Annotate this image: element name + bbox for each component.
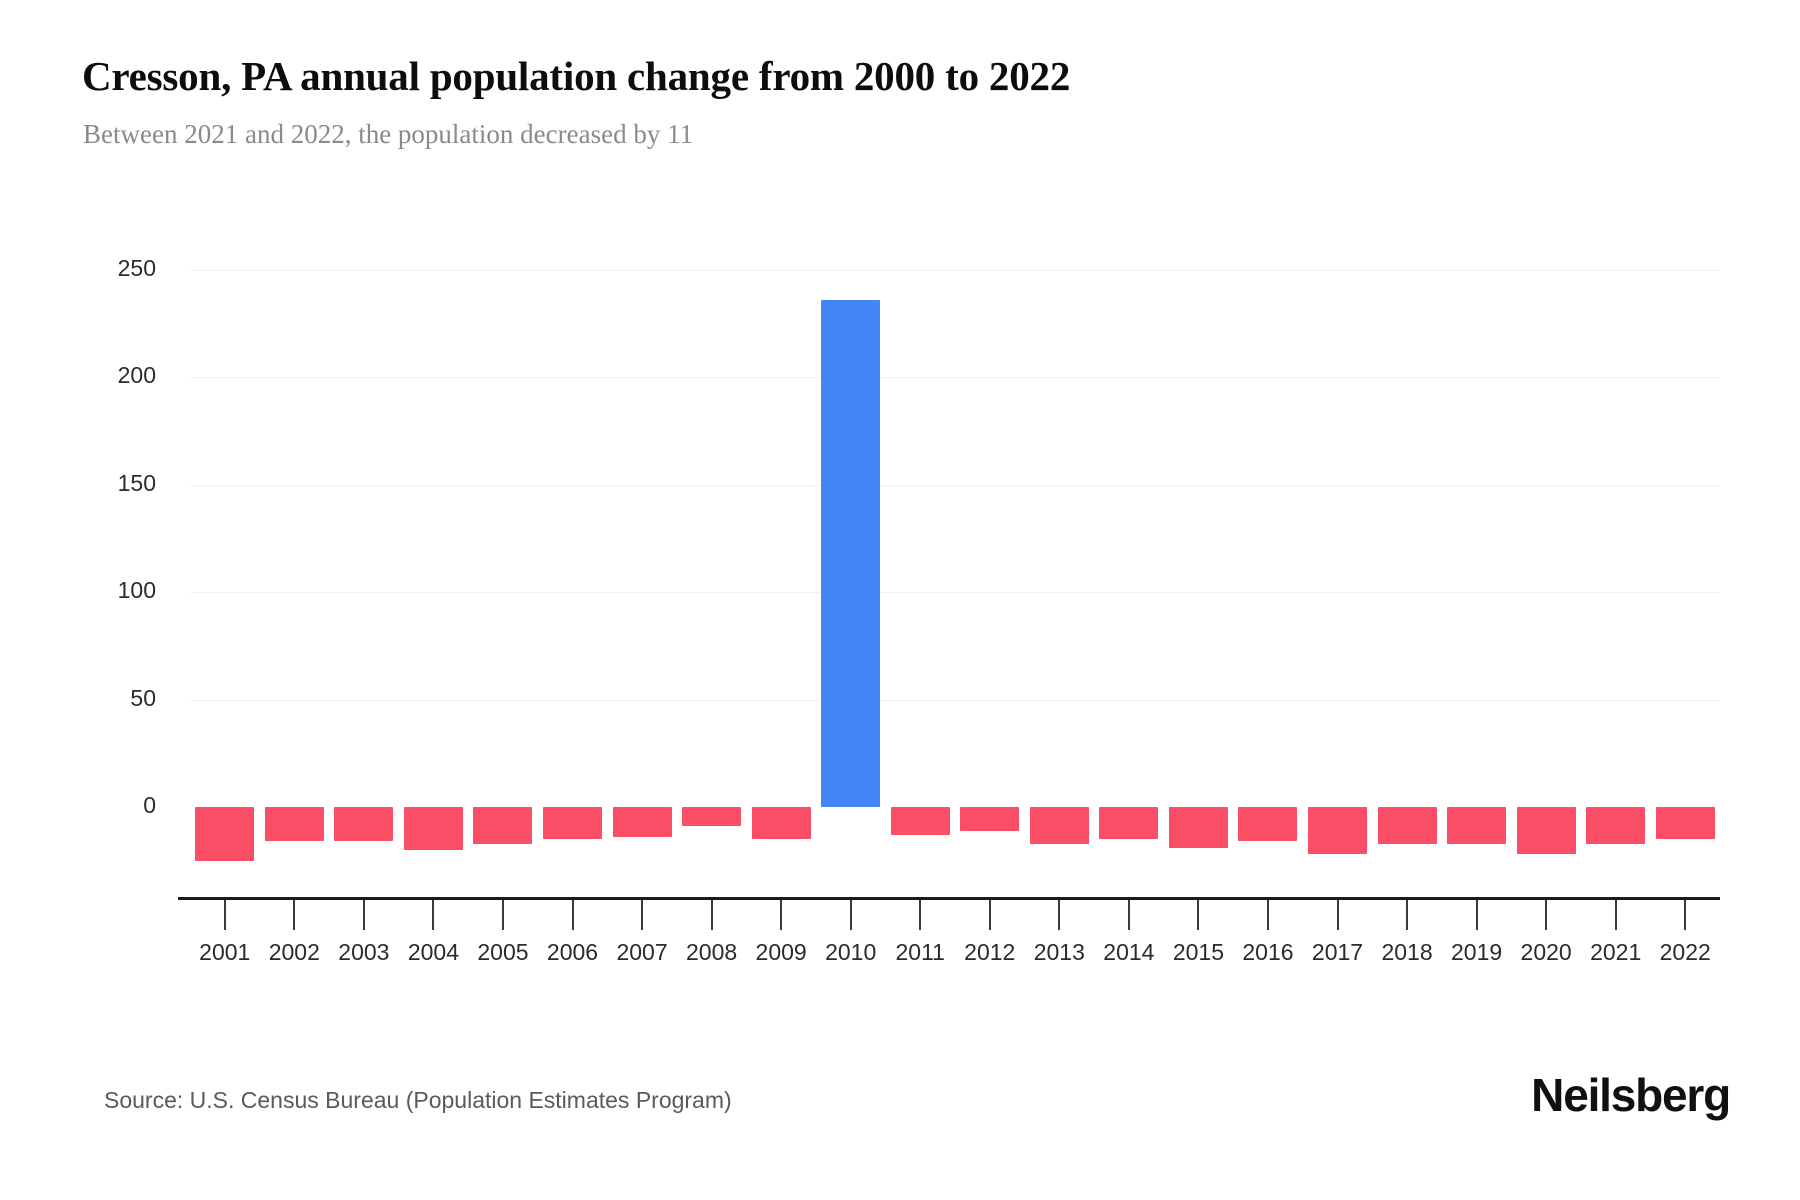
bar-2003[interactable]	[334, 807, 394, 842]
x-axis-tick	[1614, 900, 1617, 930]
x-axis-tick	[780, 900, 783, 930]
bar-2005[interactable]	[473, 807, 533, 844]
bar-2002[interactable]	[264, 807, 324, 842]
x-axis-tick-label: 2013	[1033, 939, 1085, 965]
x-axis-tick-label: 2006	[546, 939, 599, 965]
x-axis-tick	[988, 900, 991, 930]
x-axis-tick	[293, 900, 296, 930]
bar-2022[interactable]	[1655, 807, 1715, 840]
y-axis-tick-label: 250	[117, 254, 156, 281]
x-axis-tick-label: 2020	[1520, 939, 1572, 965]
bar-2015[interactable]	[1168, 807, 1228, 848]
x-axis-tick	[571, 900, 574, 930]
y-axis-tick-label: 200	[117, 362, 156, 388]
source-note: Source: U.S. Census Bureau (Population E…	[104, 1087, 732, 1113]
x-axis-tick-label: 2021	[1590, 939, 1642, 965]
x-axis-tick	[1127, 900, 1130, 930]
x-axis-tick-label: 2014	[1103, 939, 1155, 965]
bar-2013[interactable]	[1029, 807, 1089, 844]
x-axis-line	[178, 897, 1720, 900]
y-axis-tick-label: 0	[143, 792, 156, 818]
x-axis-tick-label: 2018	[1381, 939, 1433, 965]
bar-2009[interactable]	[751, 807, 811, 840]
x-axis-tick-label: 2011	[895, 939, 945, 965]
x-axis-tick-label: 2019	[1450, 939, 1503, 965]
bar-2016[interactable]	[1238, 807, 1298, 842]
x-axis-tick	[1406, 900, 1409, 930]
x-axis-tick	[849, 900, 852, 930]
y-gridline	[190, 269, 1720, 271]
bar-2012[interactable]	[960, 807, 1020, 831]
bar-2014[interactable]	[1099, 807, 1159, 840]
bar-2008[interactable]	[682, 807, 742, 827]
x-axis-tick-label: 2010	[825, 939, 877, 965]
y-axis-tick-label: 50	[130, 684, 156, 711]
page-subtitle: Between 2021 and 2022, the population de…	[83, 119, 694, 149]
y-gridline	[190, 484, 1720, 486]
brand-logo: Neilsberg	[1531, 1069, 1731, 1121]
bar-2006[interactable]	[543, 807, 602, 840]
x-axis-tick-label: 2001	[199, 939, 251, 965]
y-axis-tick-label: 100	[117, 577, 156, 603]
bar-2018[interactable]	[1377, 807, 1437, 844]
x-axis-tick	[432, 900, 435, 930]
x-axis-tick	[223, 900, 226, 930]
x-axis-tick-label: 2017	[1311, 939, 1364, 965]
x-axis-tick-label: 2016	[1242, 939, 1294, 965]
x-axis-tick	[919, 900, 922, 930]
bar-2017[interactable]	[1308, 807, 1367, 855]
x-axis-tick-label: 2003	[338, 939, 390, 965]
x-axis-tick-label: 2009	[755, 939, 807, 965]
x-axis-tick-label: 2008	[685, 939, 738, 965]
y-gridline	[190, 377, 1720, 378]
x-axis-tick	[362, 900, 365, 930]
x-axis-tick	[1475, 900, 1478, 930]
bar-2019[interactable]	[1447, 807, 1507, 844]
x-axis-tick	[1336, 900, 1339, 930]
x-axis-tick-label: 2004	[407, 939, 459, 965]
x-axis-tick-label: 2007	[616, 939, 668, 965]
x-axis-tick-label: 2022	[1659, 939, 1711, 965]
bar-2004[interactable]	[403, 807, 463, 850]
bar-2020[interactable]	[1516, 807, 1576, 855]
x-axis-tick	[1266, 900, 1269, 930]
bar-2021[interactable]	[1586, 807, 1646, 844]
x-axis-tick	[1545, 900, 1548, 930]
bar-2007[interactable]	[612, 807, 672, 838]
y-axis-tick-label: 150	[117, 469, 156, 496]
x-axis-tick	[641, 900, 644, 930]
x-axis-tick	[1684, 900, 1687, 930]
x-axis-tick-label: 2005	[477, 939, 529, 965]
bar-2010[interactable]	[821, 299, 881, 807]
page-title: Cresson, PA annual population change fro…	[82, 53, 1071, 99]
y-gridline	[190, 699, 1720, 701]
x-axis-tick-label: 2012	[964, 939, 1016, 965]
x-axis-tick	[710, 900, 713, 930]
x-axis-tick	[1197, 900, 1200, 930]
bar-2011[interactable]	[890, 807, 950, 835]
y-gridline	[190, 592, 1720, 593]
x-axis-tick-label: 2015	[1172, 939, 1224, 965]
x-axis-tick	[1058, 900, 1061, 930]
x-axis-tick-label: 2002	[268, 939, 320, 965]
bar-2001[interactable]	[195, 807, 255, 861]
x-axis-tick	[501, 900, 504, 930]
